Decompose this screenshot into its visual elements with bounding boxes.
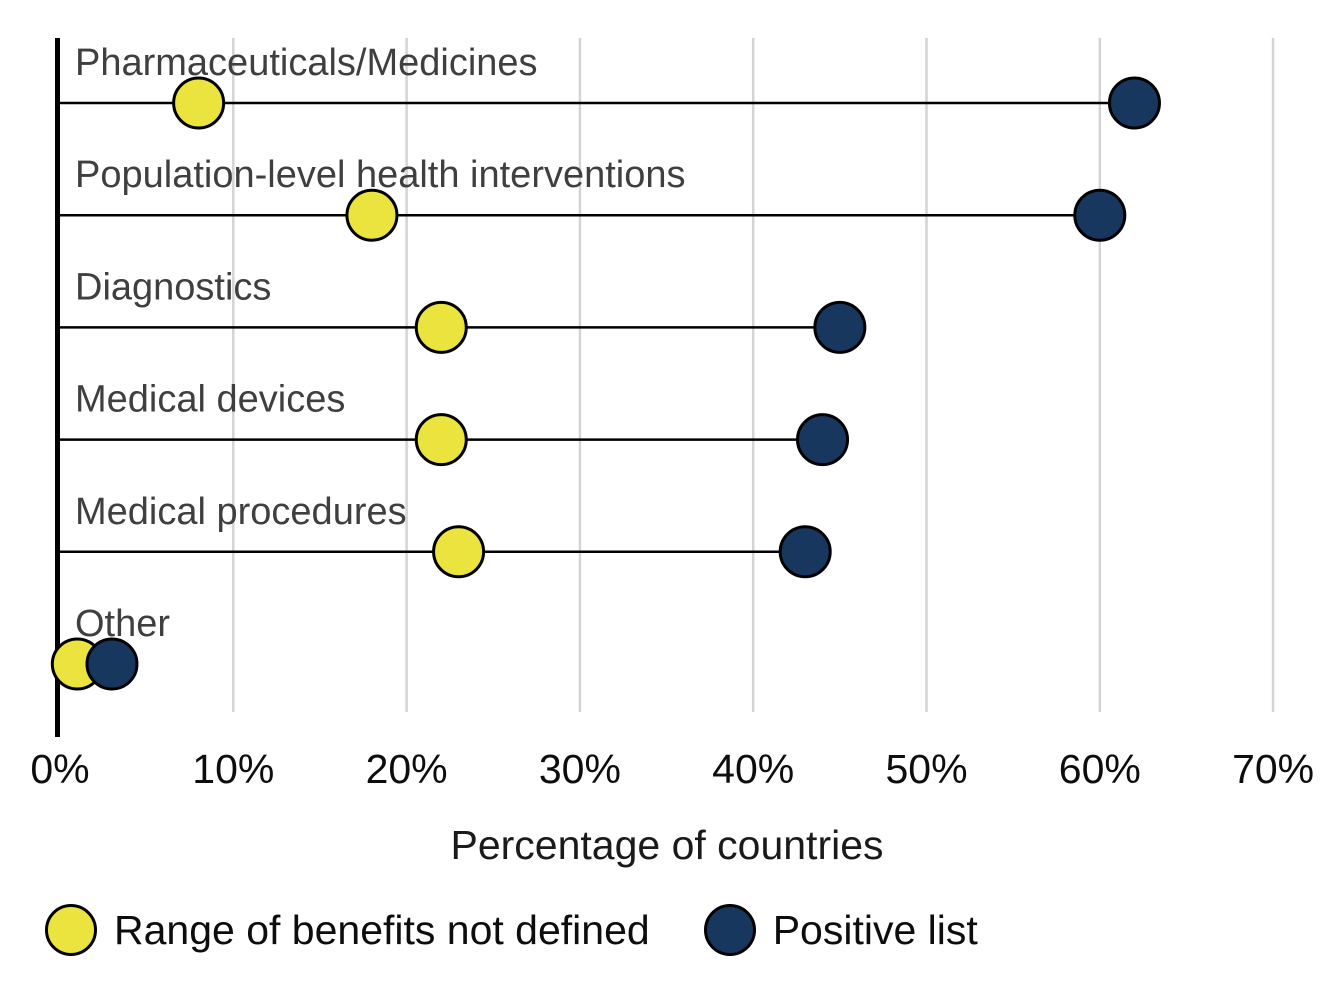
x-tick-label: 20% bbox=[366, 746, 448, 792]
category-label: Pharmaceuticals/Medicines bbox=[75, 42, 538, 84]
x-tick-label: 0% bbox=[30, 746, 89, 792]
legend-swatch-navy-circle bbox=[703, 904, 756, 956]
x-axis-title: Percentage of countries bbox=[450, 822, 884, 868]
x-tick-label: 30% bbox=[539, 746, 621, 792]
x-tick-label: 10% bbox=[192, 746, 274, 792]
x-tick-label: 50% bbox=[885, 746, 967, 792]
dot-positive-list bbox=[813, 300, 867, 354]
dot-positive-list bbox=[796, 413, 850, 467]
category-label: Population-level health interventions bbox=[75, 154, 686, 196]
x-tick-label: 40% bbox=[712, 746, 794, 792]
dot-positive-list bbox=[1107, 76, 1161, 130]
dot-range-not-defined bbox=[414, 300, 468, 354]
dot-positive-list bbox=[85, 637, 139, 691]
dot-range-not-defined bbox=[172, 76, 226, 130]
legend-item-range-not-defined: Range of benefits not defined bbox=[45, 904, 650, 956]
dot-positive-list bbox=[1073, 188, 1127, 242]
x-tick-label: 60% bbox=[1059, 746, 1141, 792]
dot-range-not-defined bbox=[345, 188, 399, 242]
category-label: Medical procedures bbox=[75, 491, 407, 533]
dot-range-not-defined bbox=[432, 525, 486, 579]
chart-canvas: Pharmaceuticals/Medicines Population-leve… bbox=[30, 38, 1314, 792]
category-label: Medical devices bbox=[75, 379, 345, 421]
x-tick-label: 70% bbox=[1232, 746, 1314, 792]
legend: Range of benefits not defined Positive l… bbox=[45, 904, 978, 956]
legend-item-positive-list: Positive list bbox=[703, 904, 978, 956]
dot-range-not-defined bbox=[414, 413, 468, 467]
category-label: Diagnostics bbox=[75, 266, 271, 308]
legend-swatch-yellow-circle bbox=[45, 904, 97, 956]
legend-label: Range of benefits not defined bbox=[114, 906, 650, 953]
category-label: Other bbox=[75, 603, 170, 645]
dot-positive-list bbox=[778, 525, 832, 579]
legend-label: Positive list bbox=[772, 906, 978, 953]
